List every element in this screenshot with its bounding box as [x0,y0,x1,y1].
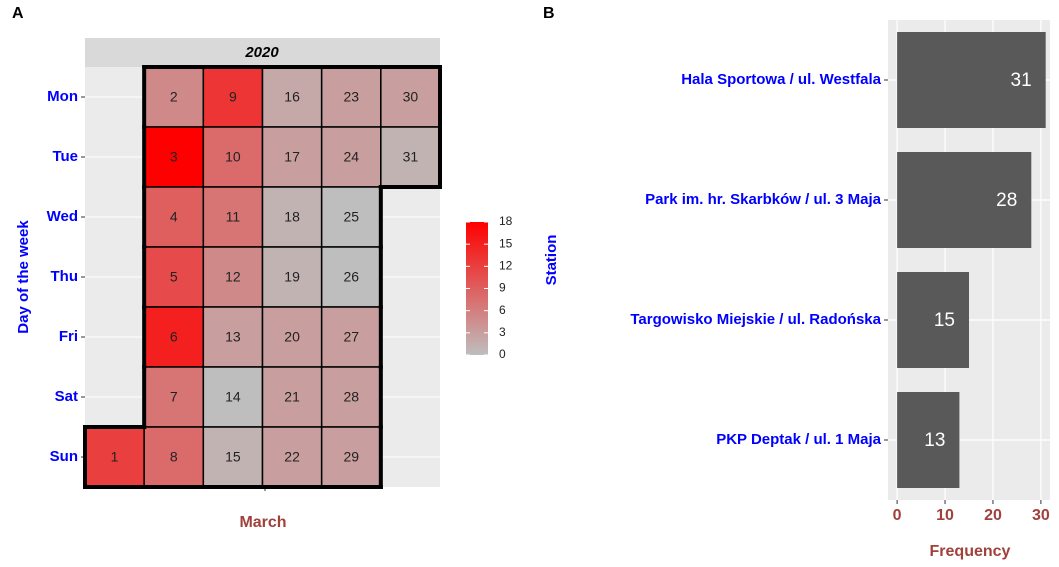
color-bar-label: 0 [499,347,506,361]
cell-label: 5 [170,269,178,285]
bar-value-label: 28 [996,190,1017,211]
heat-cell [202,126,264,188]
x-tick-label: 0 [893,507,902,524]
heat-cell [202,246,264,308]
color-bar-label: 18 [499,214,513,228]
color-bar-label: 12 [499,259,513,273]
cell-label: 27 [343,329,359,345]
heat-cell [320,246,382,308]
heat-cell [143,306,205,368]
cell-label: 10 [225,149,241,165]
heat-cell [261,306,323,368]
cell-label: 17 [284,149,300,165]
x-tick-label: 20 [984,507,1002,524]
heat-cell [143,426,205,488]
y-tick-label: Targowisko Miejskie / ul. Radońska [630,311,881,328]
color-bar-label: 6 [499,303,506,317]
cell-label: 30 [403,89,419,105]
cell-label: 8 [170,449,178,465]
heat-cell [202,186,264,248]
heat-cell [202,366,264,428]
bar [897,392,960,488]
y-tick-label: Tue [52,148,78,165]
y-tick-label: Hala Sportowa / ul. Westfala [681,71,881,88]
heat-cell [261,186,323,248]
cell-label: 4 [170,209,178,225]
cell-label: 7 [170,389,178,405]
heat-cell [202,66,264,128]
y-tick-label: Wed [47,208,78,225]
bar [897,272,969,368]
heat-cell [320,126,382,188]
heat-cell [261,246,323,308]
cell-label: 26 [343,269,359,285]
y-tick-label: PKP Deptak / ul. 1 Maja [716,431,881,448]
facet-title: 2020 [244,44,279,61]
cell-label: 1 [111,449,119,465]
bar-value-label: 31 [1011,70,1032,91]
heat-cell [143,126,205,188]
y-tick-label: Sat [55,388,78,405]
cell-label: 23 [343,89,359,105]
heat-cell [143,66,205,128]
cell-label: 28 [343,389,359,405]
cell-label: 6 [170,329,178,345]
cell-label: 16 [284,89,300,105]
heat-cell [261,126,323,188]
heat-cell [202,306,264,368]
heat-cell [143,186,205,248]
bar [897,152,1032,248]
cell-label: 12 [225,269,241,285]
y-tick-label: Thu [51,268,79,285]
cell-label: 13 [225,329,241,345]
cell-label: 22 [284,449,300,465]
cell-label: 20 [284,329,300,345]
color-bar-label: 3 [499,325,506,339]
cell-label: 18 [284,209,300,225]
heat-cell [261,366,323,428]
cell-label: 29 [343,449,359,465]
bar-value-label: 15 [934,310,955,331]
x-axis-label: Frequency [930,543,1011,560]
x-axis-label: March [239,514,286,531]
cell-label: 3 [170,149,178,165]
y-axis-label: Station [543,235,560,286]
cell-label: 21 [284,389,300,405]
y-tick-label: Fri [59,328,78,345]
y-tick-label: Sun [50,448,78,465]
cell-label: 2 [170,89,178,105]
cell-label: 9 [229,89,237,105]
color-bar-label: 9 [499,281,506,295]
cell-label: 24 [343,149,359,165]
y-axis-label: Day of the week [15,220,32,334]
panel-label: A [12,5,24,22]
y-tick-label: Mon [47,88,78,105]
color-bar-label: 15 [499,236,513,250]
x-tick-label: 30 [1032,507,1050,524]
bar-value-label: 13 [924,430,945,451]
panel-label: B [543,5,555,22]
x-tick-label: 10 [936,507,954,524]
cell-label: 11 [226,209,241,225]
color-bar [466,222,488,355]
y-tick-label: Park im. hr. Skarbków / ul. 3 Maja [645,191,882,208]
heat-cell [84,426,145,488]
cell-label: 14 [225,389,241,405]
bar [897,32,1046,128]
heat-cell [261,66,323,128]
cell-label: 25 [343,209,359,225]
cell-label: 19 [284,269,300,285]
cell-label: 31 [403,149,419,165]
cell-label: 15 [225,449,241,465]
facet-strip [85,38,440,67]
